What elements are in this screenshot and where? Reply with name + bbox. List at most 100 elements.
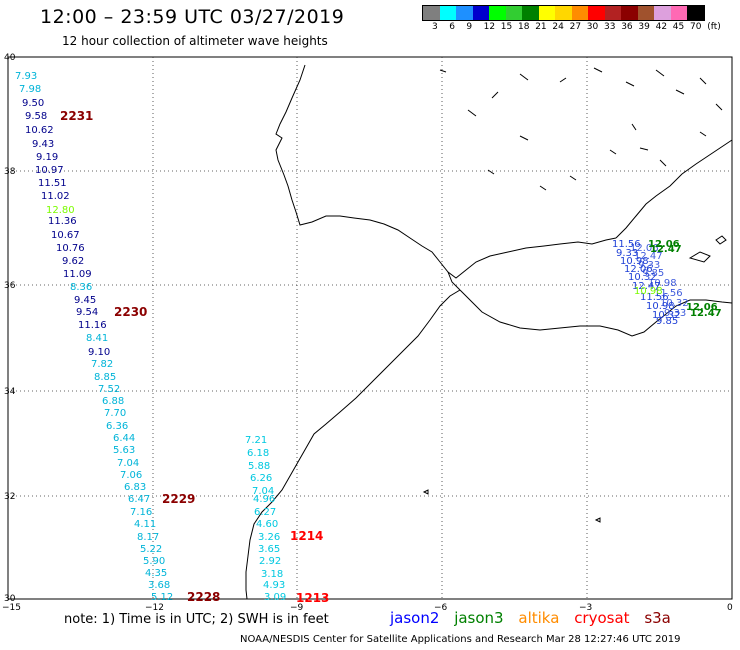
scale-label: 3 <box>432 22 438 32</box>
scale-swatch <box>489 6 506 20</box>
swh-label: 9.54 <box>76 307 98 318</box>
cluster-label: 11.56 <box>640 292 669 303</box>
cluster-label: 9.85 <box>642 268 664 279</box>
satellite-legend: jason2 jason3 altika cryosat s3a <box>390 609 681 627</box>
lon-label: −9 <box>290 603 304 613</box>
grid-lines <box>8 57 732 599</box>
color-scale-labels: 3 6 9 12 15 18 21 24 27 30 33 36 39 42 45 70 (ft) <box>428 22 738 34</box>
scale-swatch <box>604 6 621 20</box>
axis-labels: 40 38 36 34 32 30 −15 −12 −9 −6 −3 0 <box>2 53 733 613</box>
map-subtitle: 12 hour collection of altimeter wave hei… <box>62 34 328 48</box>
map-frame <box>7 56 733 600</box>
cluster-label: 10.32 <box>652 310 681 321</box>
swh-label: 6.83 <box>124 482 146 493</box>
cluster-label: 12.06 <box>648 239 680 250</box>
swh-label: 6.18 <box>247 448 269 459</box>
lat-label: 30 <box>4 594 16 604</box>
cluster-label: 12.47 <box>632 281 661 292</box>
cluster-label: 11.56 <box>654 288 683 299</box>
swh-label: 3.26 <box>258 532 280 543</box>
scale-label: 36 <box>621 22 633 32</box>
lon-label: −3 <box>579 603 592 613</box>
cluster-label: 10.32 <box>628 272 657 283</box>
scale-label: 39 <box>638 22 650 32</box>
color-scale-bar <box>422 5 705 21</box>
swh-label: 11.02 <box>41 191 70 202</box>
swh-label: 12.80 <box>46 205 75 216</box>
swh-label: 7.93 <box>15 71 37 82</box>
lon-label: −6 <box>434 603 448 613</box>
swh-label: 6.26 <box>250 473 272 484</box>
swh-label: 5.22 <box>140 544 162 555</box>
legend-jason3: jason3 <box>454 609 504 627</box>
scale-swatch <box>555 6 572 20</box>
lon-label: −12 <box>145 603 164 613</box>
time-marker: 1213 <box>296 591 329 605</box>
swh-label: 10.97 <box>35 165 64 176</box>
cluster-label: 12.47 <box>690 308 722 319</box>
time-marker: 1214 <box>290 529 323 543</box>
time-markers: 2231 2230 2229 2228 1214 1213 <box>60 109 329 605</box>
cluster-label: 10.98 <box>620 256 649 267</box>
cluster-label: 11.56 <box>612 239 641 250</box>
scale-label: 12 <box>483 22 496 32</box>
cluster-label: 9.33 <box>638 260 660 271</box>
lat-label: 32 <box>4 492 15 502</box>
scale-swatch <box>571 6 588 20</box>
cluster-label: 12.47 <box>634 251 663 262</box>
swh-label: 5.88 <box>248 461 270 472</box>
swh-label: 7.52 <box>98 384 120 395</box>
swh-label: 3.65 <box>258 544 280 555</box>
swh-label: 6.88 <box>102 396 124 407</box>
swh-label: 7.16 <box>130 507 152 518</box>
legend-jason2: jason2 <box>390 609 440 627</box>
swh-label: 8.41 <box>86 333 108 344</box>
swh-label: 7.70 <box>104 408 126 419</box>
cluster-label: 10.98 <box>646 301 675 312</box>
swh-label: 10.62 <box>25 125 54 136</box>
swh-label: 6.36 <box>106 421 128 432</box>
scale-swatch <box>505 6 522 20</box>
swh-label: 7.04 <box>252 486 274 497</box>
scale-label: 15 <box>500 22 513 32</box>
inland-features <box>439 67 723 191</box>
swh-label: 6.47 <box>128 494 150 505</box>
swh-label: 5.63 <box>113 445 135 456</box>
map-title: 12:00 – 23:59 UTC 03/27/2019 <box>40 6 345 28</box>
cluster-label: 10.98 <box>634 286 663 297</box>
scale-label: 21 <box>535 22 547 32</box>
swh-label: 10.76 <box>56 243 85 254</box>
swh-label: 7.98 <box>19 84 41 95</box>
scale-label: 27 <box>569 22 582 32</box>
cluster-label: 9.33 <box>664 308 686 319</box>
swh-label: 4.96 <box>253 494 275 505</box>
time-marker: 2231 <box>60 109 93 123</box>
swh-label: 9.43 <box>32 139 54 150</box>
scale-swatch <box>588 6 605 20</box>
swh-label: 11.16 <box>78 320 107 331</box>
time-marker: 2228 <box>187 590 220 604</box>
swh-label: 5.12 <box>151 592 173 603</box>
swh-label: 11.51 <box>38 178 67 189</box>
swh-label: 10.67 <box>51 230 80 241</box>
scale-label: 30 <box>586 22 599 32</box>
legend-s3a: s3a <box>644 609 671 627</box>
swh-label: 9.45 <box>74 295 96 306</box>
swh-label: 4.60 <box>256 519 278 530</box>
swh-label: 4.35 <box>145 568 167 579</box>
swh-label: 2.92 <box>259 556 281 567</box>
lon-label: 0 <box>727 603 733 613</box>
lat-label: 40 <box>4 53 16 63</box>
scale-label: 70 <box>690 22 702 32</box>
cluster-label: 12.06 <box>630 243 659 254</box>
lat-label: 38 <box>4 167 16 177</box>
scale-swatch <box>456 6 473 20</box>
swh-label: 9.62 <box>62 256 84 267</box>
scale-label: 6 <box>449 22 455 32</box>
swh-label: 3.18 <box>261 569 283 580</box>
scale-swatch <box>654 6 671 20</box>
scale-swatch <box>670 6 687 20</box>
time-marker: 2230 <box>114 305 147 319</box>
swh-label: 9.19 <box>36 152 58 163</box>
